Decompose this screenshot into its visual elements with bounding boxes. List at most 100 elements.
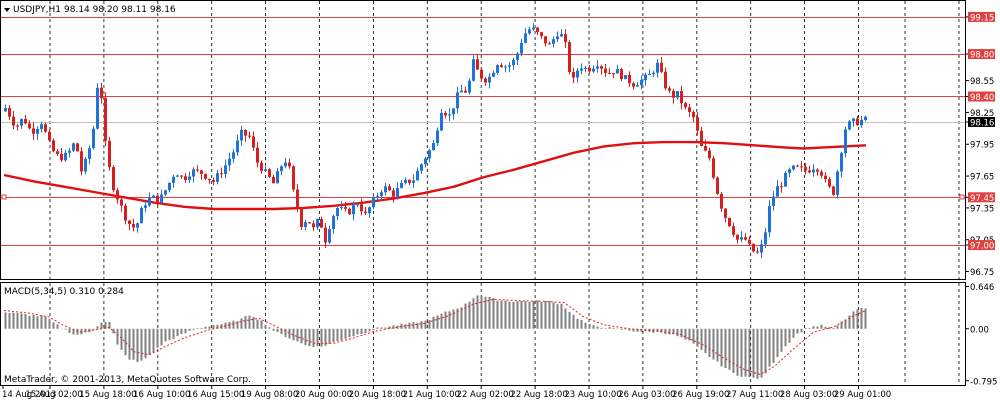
candle-bear [296,189,299,209]
candle-bull [812,169,815,173]
candle-bear [536,27,539,33]
candle-bull [740,237,743,240]
candle-bear [60,153,63,161]
candle-bull [368,207,371,214]
candle-bull [328,229,331,243]
candle-bear [184,176,187,181]
candle-bull [68,150,71,153]
candle-bear [832,186,835,195]
time-tick-label: 22 Aug 18:00 [510,390,567,400]
candle-bull [148,197,151,206]
candle-bear [48,131,51,141]
candle-bear [52,140,55,152]
candle-bull [432,143,435,151]
time-tick-label: 20 Aug 00:00 [295,390,352,400]
candle-bear [132,223,135,228]
candle-bull [840,153,843,172]
candle-bear [292,166,295,190]
candle-bear [600,66,603,69]
candle-bull [304,222,307,227]
candle-bull [20,118,23,126]
candle-bull [496,65,499,73]
candle-bull [424,158,427,165]
candle-bear [628,74,631,84]
candle-bull [356,204,359,206]
candle-bull [492,72,495,77]
candle-bull [352,205,355,215]
candle-bull [508,65,511,67]
candle-bear [668,88,671,91]
candle-bear [268,169,271,177]
candle-bull [264,169,267,171]
candle-bear [684,103,687,108]
candle-bull [788,169,791,173]
candle-bull [468,80,471,93]
candle-bear [248,135,251,137]
candle-bear [112,167,115,191]
candle-bear [196,169,199,171]
candle-bull [228,158,231,166]
candle-bull [140,207,143,224]
candle-bull [416,170,419,181]
candle-bull [652,72,655,75]
candle-bear [344,207,347,209]
candle-bull [532,27,535,30]
candle-bear [12,116,15,126]
current-price-tag [968,116,995,127]
candle-bear [120,199,123,206]
macd-signal-line [3,298,867,376]
candle-bear [608,72,611,74]
candle-bull [152,195,155,198]
candle-bear [320,219,323,228]
candle-bull [676,91,679,98]
candle-bear [660,62,663,72]
candle-bear [24,118,27,124]
time-tick-label: 15 Aug 18:00 [79,390,136,400]
candle-bull [336,207,339,217]
candle-bear [744,237,747,240]
price-tick-label: 98.55 [970,77,994,87]
current-price-tag-label: 98.16 [970,118,994,128]
candle-bear [544,36,547,44]
candle-bull [596,66,599,69]
price-level-tag-label: 98.80 [970,51,994,61]
candle-bear [804,166,807,171]
candle-bull [864,116,867,120]
candle-bull [88,148,91,159]
candle-bear [688,107,691,112]
candle-bull [784,172,787,187]
candle-bull [520,42,523,54]
macd-tick-label: 0.646 [970,283,994,293]
symbol-label: USDJPY,H1 [13,5,61,15]
candle-bear [692,111,695,118]
level-marker [959,194,965,200]
candle-bull [4,108,7,112]
time-tick-label: 14 Aug 2013 [2,390,56,400]
time-tick-label: 20 Aug 18:00 [349,390,406,400]
macd-axis: 0.646 0.00 -0.795 [965,283,997,387]
candle-bear [212,180,215,182]
symbol-dropdown-icon[interactable] [4,8,10,12]
candle-bull [84,158,87,172]
moving-average-layer [3,140,867,211]
candle-bull [488,76,491,83]
time-tick-label: 16 Aug 10:00 [133,390,190,400]
candle-bear [80,151,83,172]
candle-bull [456,92,459,109]
price-level-tag [968,192,995,203]
candle-bull [616,69,619,74]
time-tick-label: 22 Aug 02:00 [457,390,514,400]
candle-bull [772,196,775,207]
candle-bear [736,234,739,240]
candle-bull [232,152,235,159]
candle-bull [376,196,379,198]
time-tick-label: 29 Aug 01:00 [834,390,891,400]
candle-bull [516,53,519,60]
candle-bear [56,151,59,154]
candle-bull [460,90,463,93]
time-tick-label: 19 Aug 08:00 [241,390,298,400]
candle-bear [780,186,783,188]
candles-layer [4,23,867,259]
